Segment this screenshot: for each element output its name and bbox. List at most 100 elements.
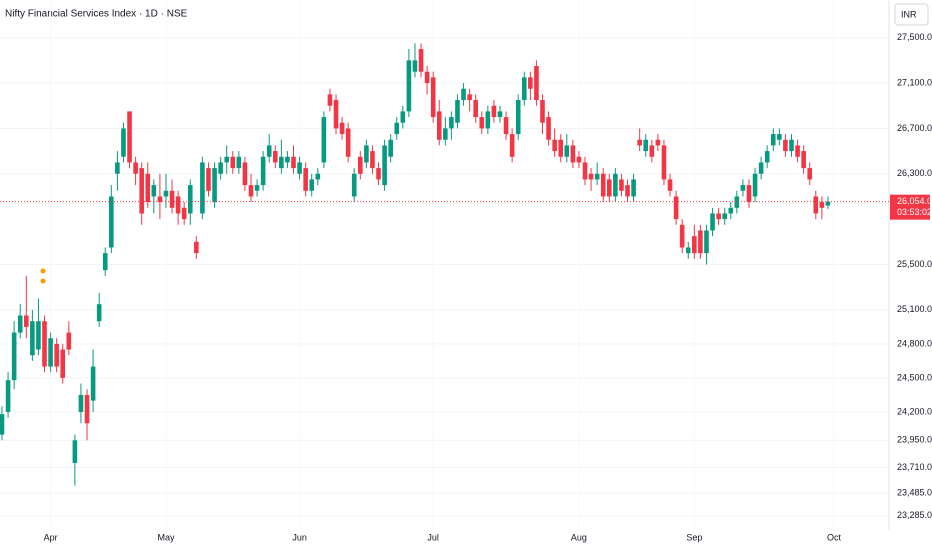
candle-body (613, 173, 618, 197)
candle-body (266, 145, 272, 157)
y-tick-label: 26,300.00 (897, 168, 932, 178)
candle-body (376, 168, 381, 180)
event-dot (40, 268, 46, 274)
candle-body (740, 185, 746, 191)
candle-body (746, 185, 752, 203)
candle-body (333, 100, 339, 129)
candle-body (224, 156, 230, 163)
candle-body (109, 196, 114, 248)
candle-body (200, 162, 205, 214)
candle-body (327, 94, 333, 106)
candle-body (685, 247, 691, 254)
candle-body (236, 156, 242, 169)
candle-body (479, 117, 485, 129)
candle-body (710, 213, 715, 231)
candle-body (461, 88, 466, 101)
candle-body (424, 71, 430, 84)
candle-body (673, 196, 679, 220)
candle-body (819, 202, 825, 208)
candle-body (473, 100, 478, 118)
candle-body (42, 321, 47, 367)
candle-body (692, 236, 697, 254)
y-tick-label: 23,485.00 (897, 487, 932, 497)
candle-body (412, 60, 418, 72)
candle-body (406, 60, 412, 112)
candle-body (661, 145, 667, 180)
candle-body (394, 122, 400, 135)
candle-body (789, 139, 794, 152)
candle-body (449, 117, 454, 129)
candle-body (133, 162, 138, 174)
candle-body (619, 179, 624, 191)
candle-body (254, 185, 260, 191)
candle-body (169, 190, 175, 208)
candle-body (145, 173, 151, 203)
candle-body (364, 145, 369, 163)
candle-body (430, 77, 436, 118)
candle-body (783, 139, 788, 152)
candle-body (260, 156, 266, 186)
y-tick-label: 27,100.00 (897, 77, 932, 87)
event-dot (40, 278, 46, 284)
candle-body (121, 128, 126, 157)
candle-body (722, 213, 727, 220)
candle-body (679, 224, 685, 248)
candle-body (321, 117, 327, 163)
candle-body (279, 156, 284, 169)
candle-body (582, 162, 588, 180)
chart-title: Nifty Financial Services Index · 1D · NS… (5, 9, 188, 20)
candle-body (382, 145, 387, 186)
candle-body (242, 162, 248, 186)
last-price-tag (890, 194, 930, 220)
candle-body (491, 105, 497, 118)
currency-box[interactable] (894, 3, 929, 26)
candle-body (588, 173, 594, 180)
candle-body (558, 139, 564, 157)
candle-body (151, 185, 157, 197)
y-tick-label: 23,950.00 (897, 435, 932, 445)
candle-body (297, 162, 302, 174)
candle-body (528, 77, 533, 89)
candle-body (443, 128, 448, 140)
candle-body (54, 343, 59, 367)
candle-body (358, 156, 363, 174)
candle-body (655, 139, 661, 146)
candle-body (734, 196, 740, 208)
candle-body (576, 156, 582, 163)
candle-body (509, 134, 515, 157)
candle-body (388, 139, 393, 157)
candle-body (795, 145, 800, 157)
countdown: 03:53:02 (897, 207, 932, 217)
y-tick-label: 24,500.00 (897, 372, 932, 382)
last-price-label: 26,054.00 (897, 196, 932, 206)
candle-body (345, 128, 351, 157)
candle-body (370, 151, 375, 169)
candle-body (115, 162, 120, 174)
candle-body (60, 349, 66, 378)
candle-body (637, 139, 642, 146)
candle-body (649, 145, 655, 157)
candle-body (157, 196, 163, 203)
candle-body (96, 304, 102, 322)
candle-body (497, 111, 503, 118)
candle-body (400, 111, 406, 123)
candle-body (5, 380, 11, 412)
candle-body (698, 230, 703, 254)
candle-body (521, 77, 527, 101)
y-tick-label: 26,700.00 (897, 123, 932, 133)
candle-body (339, 122, 345, 135)
candle-body (758, 162, 764, 174)
candle-body (807, 168, 813, 180)
candle-body (600, 173, 606, 197)
y-tick-label: 23,285.00 (897, 510, 932, 520)
candle-body (503, 117, 509, 135)
candle-body (436, 111, 442, 140)
candle-body (212, 168, 217, 203)
candle-body (102, 253, 108, 271)
candle-body (285, 156, 290, 163)
candle-body (23, 315, 29, 327)
y-tick-label: 24,800.00 (897, 338, 932, 348)
candle-body (291, 156, 296, 169)
x-tick-label: Apr (44, 532, 58, 542)
